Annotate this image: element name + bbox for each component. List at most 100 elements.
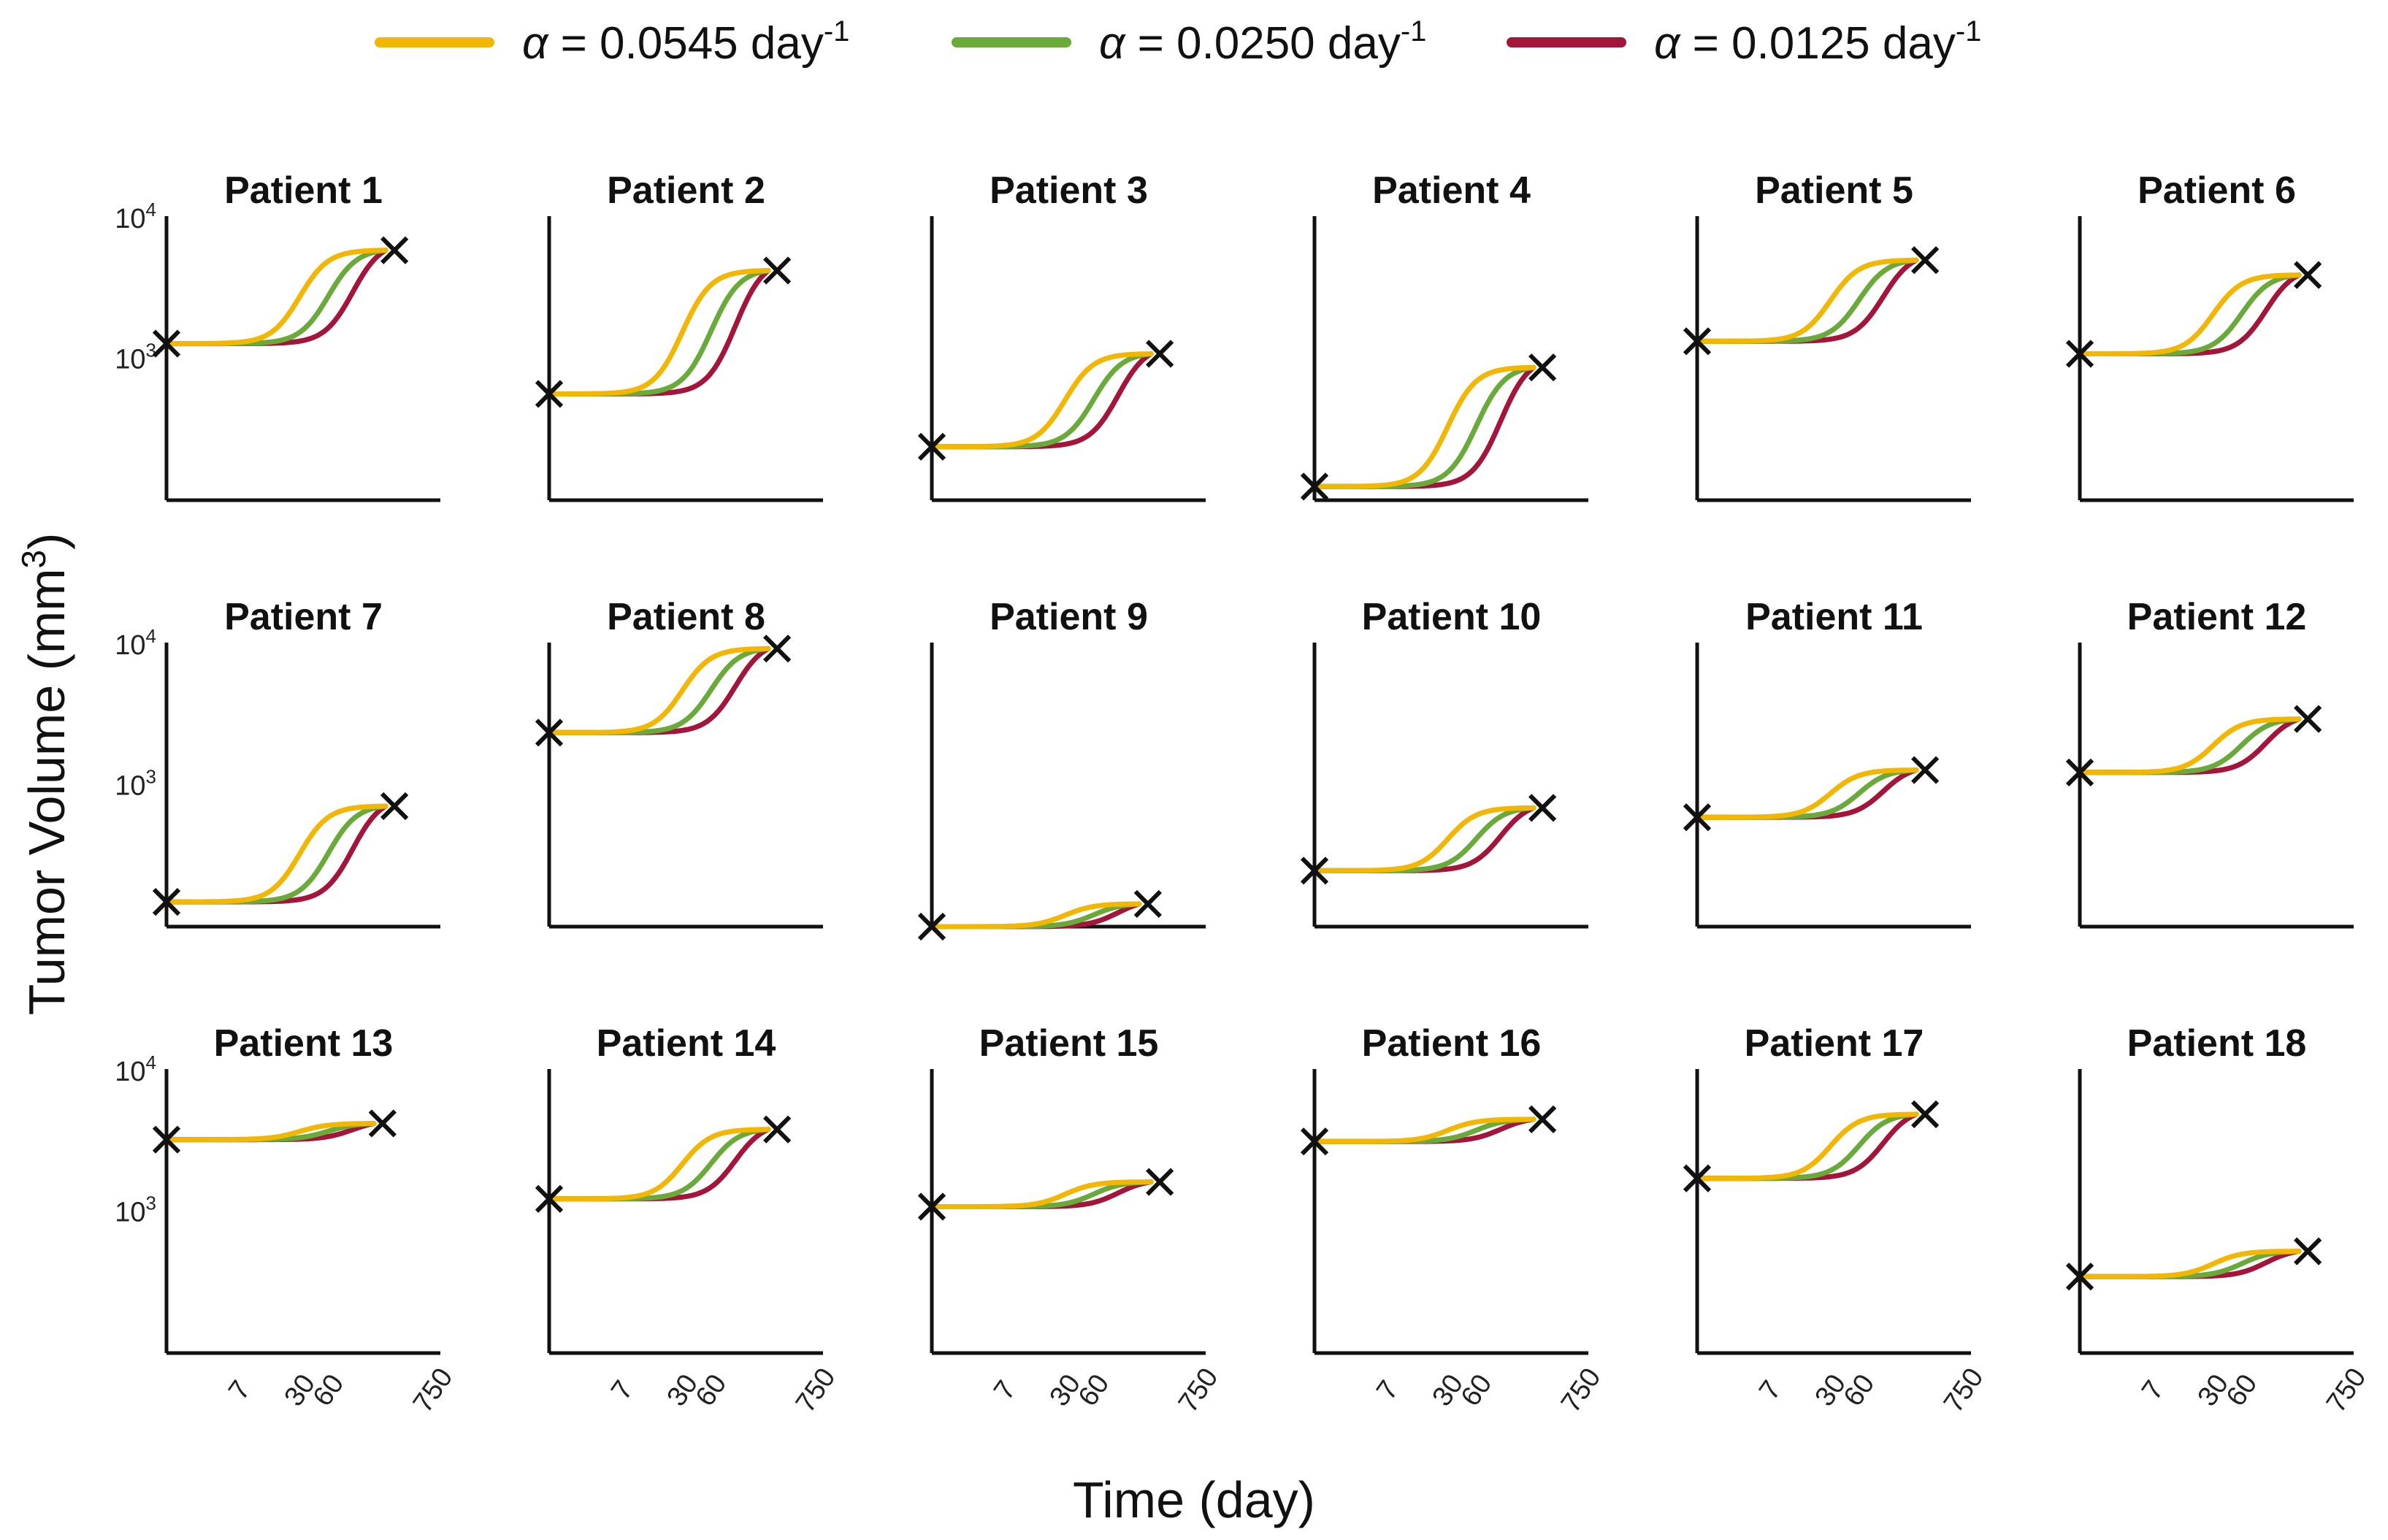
x-tick-label: 7 [1371, 1375, 1405, 1405]
y-tick-label: 104 [115, 199, 156, 234]
x-tick-label: 750 [1555, 1363, 1607, 1418]
initial-volume-marker [1300, 472, 1329, 501]
series-line-1 [1312, 364, 1536, 489]
y-tick-exp: 3 [146, 1192, 156, 1214]
x-tick-label: 60 [1838, 1369, 1881, 1412]
legend-value: = 0.0125 day [1680, 18, 1955, 69]
y-tick-exp: 3 [146, 340, 156, 361]
legend-sup: -1 [1956, 15, 1982, 47]
x-tick-label: 7 [2136, 1375, 2170, 1405]
initial-volume-marker [1683, 803, 1712, 832]
initial-volume-marker [1683, 1164, 1712, 1192]
x-tick-label: 60 [690, 1369, 733, 1412]
legend-entry-3: α = 0.0125 day-1 [1507, 15, 1981, 69]
panel-title: Patient 16 [1362, 1022, 1542, 1065]
legend-label: α = 0.0545 day-1 [522, 15, 849, 69]
initial-volume-marker [535, 380, 564, 408]
x-tick-label: 750 [2321, 1363, 2373, 1418]
panel-title: Patient 2 [607, 169, 765, 212]
panel-title: Patient 7 [224, 596, 383, 638]
y-axis-label: Tumor Volume (mm3) [15, 533, 75, 1016]
y-tick-base: 10 [115, 204, 145, 234]
x-tick-label: 750 [1173, 1363, 1225, 1418]
initial-volume-marker [152, 887, 181, 916]
legend-value: = 0.0545 day [548, 18, 823, 69]
panel-title: Patient 1 [224, 169, 383, 212]
y-tick-base: 10 [115, 345, 145, 375]
initial-volume-marker [1683, 327, 1712, 356]
x-tick-label: 750 [790, 1363, 842, 1418]
panel-patient-3: Patient 3 [917, 169, 1206, 502]
panel-patient-6: Patient 6 [2065, 169, 2354, 502]
series-line-1 [2077, 272, 2302, 356]
panel-patient-2: Patient 2 [535, 169, 823, 502]
series-line-1 [929, 1179, 1154, 1209]
panel-title: Patient 3 [990, 169, 1148, 212]
legend-symbol: α [1654, 18, 1681, 69]
series-line-1 [1694, 1111, 1919, 1181]
initial-volume-marker [2065, 758, 2094, 786]
final-volume-marker [1528, 353, 1557, 382]
series-line-1 [929, 901, 1142, 930]
series-line-1 [1694, 257, 1919, 344]
series-line-1 [2077, 1249, 2302, 1279]
series-line-1 [2077, 716, 2302, 775]
legend-symbol: α [1099, 18, 1126, 69]
x-tick-label: 7 [988, 1375, 1022, 1405]
legend-entry-2: α = 0.0250 day-1 [952, 15, 1426, 69]
series-line-1 [164, 248, 389, 347]
series-line-1 [164, 1121, 377, 1143]
x-tick-label: 750 [1938, 1363, 1990, 1418]
x-tick-label: 60 [1455, 1369, 1499, 1412]
panel-title: Patient 6 [2138, 169, 2296, 212]
initial-volume-marker [2065, 340, 2094, 368]
final-volume-marker [1911, 756, 1940, 784]
x-tick-label: 7 [1753, 1375, 1788, 1405]
panel-title: Patient 14 [597, 1022, 776, 1065]
legend: α = 0.0545 day-1 α = 0.0250 day-1 α = 0.01… [375, 15, 1981, 69]
final-volume-marker [1133, 889, 1162, 919]
legend-symbol: α [522, 18, 549, 69]
y-tick-base: 10 [115, 771, 145, 802]
panel-patient-8: Patient 8 [535, 596, 823, 929]
panel-patient-11: Patient 11 [1683, 596, 1971, 929]
series-line-1 [546, 268, 771, 397]
panel-title: Patient 8 [607, 596, 765, 638]
final-volume-marker [1146, 1168, 1174, 1196]
panel-title: Patient 18 [2127, 1022, 2307, 1065]
final-volume-marker [368, 1109, 397, 1138]
final-volume-marker [1911, 246, 1940, 275]
panel-patient-9: Patient 9 [917, 596, 1206, 941]
initial-volume-marker [1300, 1127, 1329, 1156]
y-axis-label-sup: 3 [15, 550, 53, 569]
series-line-1 [164, 803, 389, 905]
panel-title: Patient 11 [1745, 596, 1923, 638]
y-tick-label: 103 [115, 340, 156, 375]
final-volume-marker [1528, 794, 1557, 822]
x-tick-label: 60 [2221, 1369, 2264, 1412]
initial-volume-marker [1300, 857, 1329, 885]
legend-label: α = 0.0125 day-1 [1654, 15, 1981, 69]
y-tick-base: 10 [115, 1057, 145, 1087]
final-volume-marker [763, 256, 792, 285]
initial-volume-marker [152, 329, 181, 358]
panel-title: Patient 12 [2127, 596, 2307, 638]
panel-title: Patient 5 [1755, 169, 1913, 212]
panel-title: Patient 15 [979, 1022, 1159, 1065]
series-line-1 [546, 646, 771, 735]
legend-value: = 0.0250 day [1125, 18, 1400, 69]
y-tick-label: 103 [115, 766, 156, 802]
panel-title: Patient 9 [990, 596, 1148, 638]
y-tick-exp: 4 [146, 1051, 156, 1073]
x-tick-label: 7 [605, 1375, 640, 1405]
legend-sup: -1 [824, 15, 850, 47]
panel-patient-12: Patient 12 [2065, 596, 2354, 929]
